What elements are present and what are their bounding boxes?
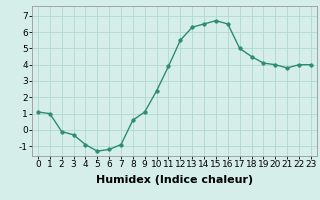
X-axis label: Humidex (Indice chaleur): Humidex (Indice chaleur) bbox=[96, 175, 253, 185]
